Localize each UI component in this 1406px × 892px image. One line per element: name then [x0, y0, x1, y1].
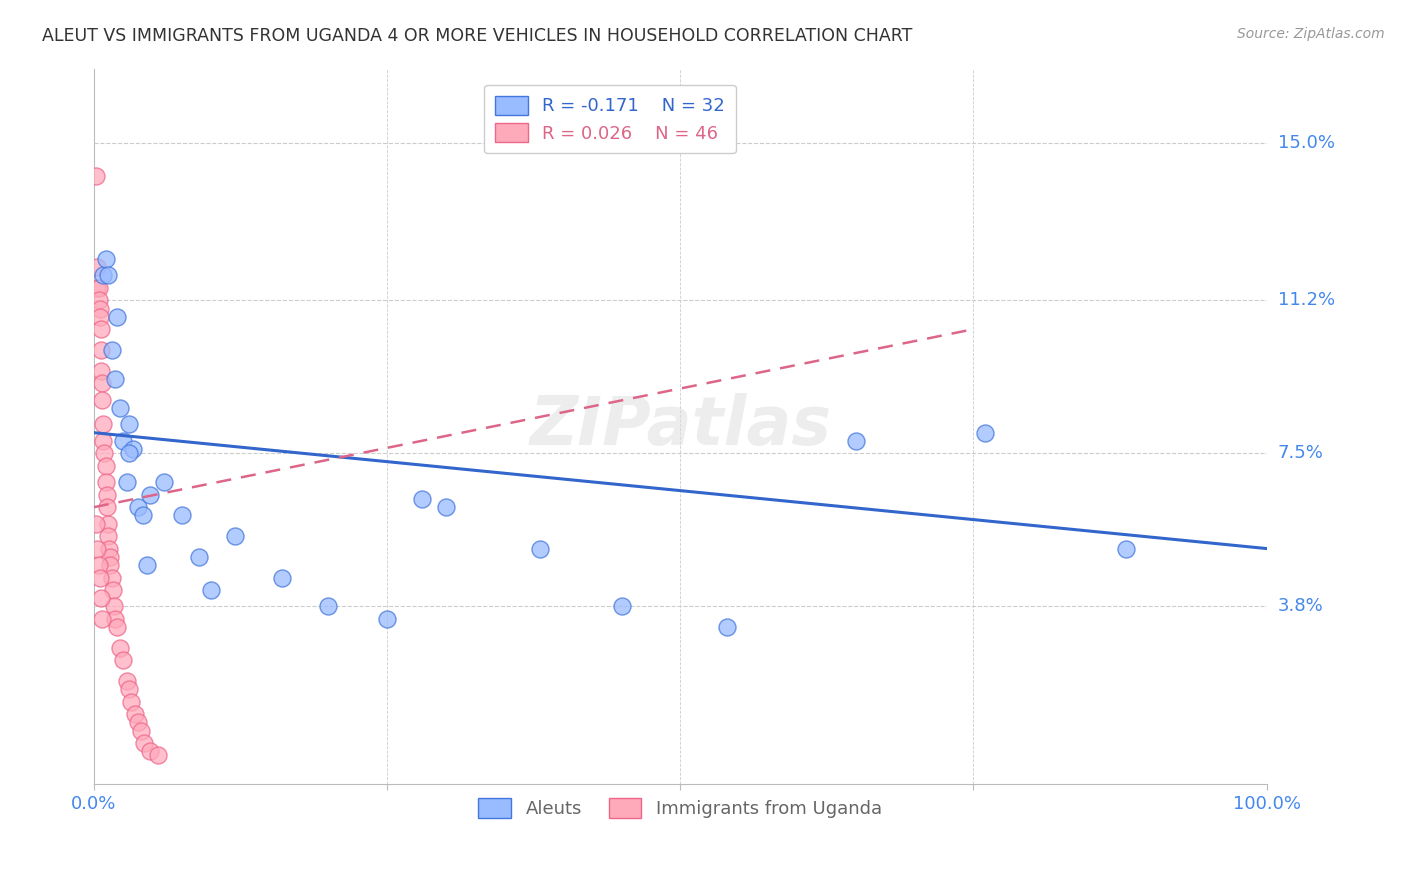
Point — [124, 707, 146, 722]
Point — [91, 612, 114, 626]
Point — [105, 310, 128, 324]
Point — [87, 558, 110, 573]
Point — [115, 475, 138, 490]
Point — [139, 744, 162, 758]
Text: 7.5%: 7.5% — [1278, 444, 1323, 462]
Point — [97, 268, 120, 283]
Point — [87, 293, 110, 308]
Text: 3.8%: 3.8% — [1278, 598, 1323, 615]
Point — [121, 442, 143, 457]
Point — [224, 529, 246, 543]
Point — [188, 549, 211, 564]
Point — [101, 582, 124, 597]
Point — [104, 612, 127, 626]
Point — [153, 475, 176, 490]
Point — [98, 558, 121, 573]
Point — [100, 570, 122, 584]
Point — [86, 541, 108, 556]
Point — [115, 673, 138, 688]
Point — [1115, 541, 1137, 556]
Point — [90, 322, 112, 336]
Point — [91, 392, 114, 407]
Point — [90, 343, 112, 357]
Point — [98, 549, 121, 564]
Point — [318, 599, 340, 614]
Point — [97, 516, 120, 531]
Point — [411, 491, 433, 506]
Point — [120, 695, 142, 709]
Point — [100, 343, 122, 357]
Point — [434, 500, 457, 515]
Point — [127, 500, 149, 515]
Point — [93, 446, 115, 460]
Point — [716, 620, 738, 634]
Point — [270, 570, 292, 584]
Point — [108, 640, 131, 655]
Point — [118, 417, 141, 432]
Point — [112, 653, 135, 667]
Point — [90, 363, 112, 377]
Point — [118, 446, 141, 460]
Point — [90, 591, 112, 606]
Point — [91, 376, 114, 390]
Text: ZIPatlas: ZIPatlas — [529, 393, 831, 459]
Point — [98, 541, 121, 556]
Point — [94, 252, 117, 266]
Point — [135, 558, 157, 573]
Point — [96, 500, 118, 515]
Point — [91, 434, 114, 448]
Point — [86, 260, 108, 274]
Point — [91, 417, 114, 432]
Point — [139, 488, 162, 502]
Point — [118, 682, 141, 697]
Point — [200, 582, 222, 597]
Text: Source: ZipAtlas.com: Source: ZipAtlas.com — [1237, 27, 1385, 41]
Point — [91, 268, 114, 283]
Point — [132, 508, 155, 523]
Legend: Aleuts, Immigrants from Uganda: Aleuts, Immigrants from Uganda — [471, 791, 889, 825]
Point — [97, 529, 120, 543]
Text: ALEUT VS IMMIGRANTS FROM UGANDA 4 OR MORE VEHICLES IN HOUSEHOLD CORRELATION CHAR: ALEUT VS IMMIGRANTS FROM UGANDA 4 OR MOR… — [42, 27, 912, 45]
Point — [96, 488, 118, 502]
Point — [87, 281, 110, 295]
Point — [84, 516, 107, 531]
Point — [108, 401, 131, 415]
Point — [89, 301, 111, 316]
Point — [375, 612, 398, 626]
Point — [84, 169, 107, 183]
Point — [148, 748, 170, 763]
Point — [112, 434, 135, 448]
Point — [103, 599, 125, 614]
Text: 11.2%: 11.2% — [1278, 292, 1334, 310]
Point — [127, 715, 149, 730]
Point — [89, 310, 111, 324]
Point — [129, 723, 152, 738]
Point — [974, 425, 997, 440]
Point — [610, 599, 633, 614]
Point — [94, 475, 117, 490]
Point — [105, 620, 128, 634]
Point — [134, 736, 156, 750]
Point — [845, 434, 868, 448]
Point — [170, 508, 193, 523]
Point — [86, 281, 108, 295]
Point — [104, 372, 127, 386]
Point — [529, 541, 551, 556]
Point — [89, 570, 111, 584]
Text: 15.0%: 15.0% — [1278, 134, 1334, 152]
Point — [94, 458, 117, 473]
